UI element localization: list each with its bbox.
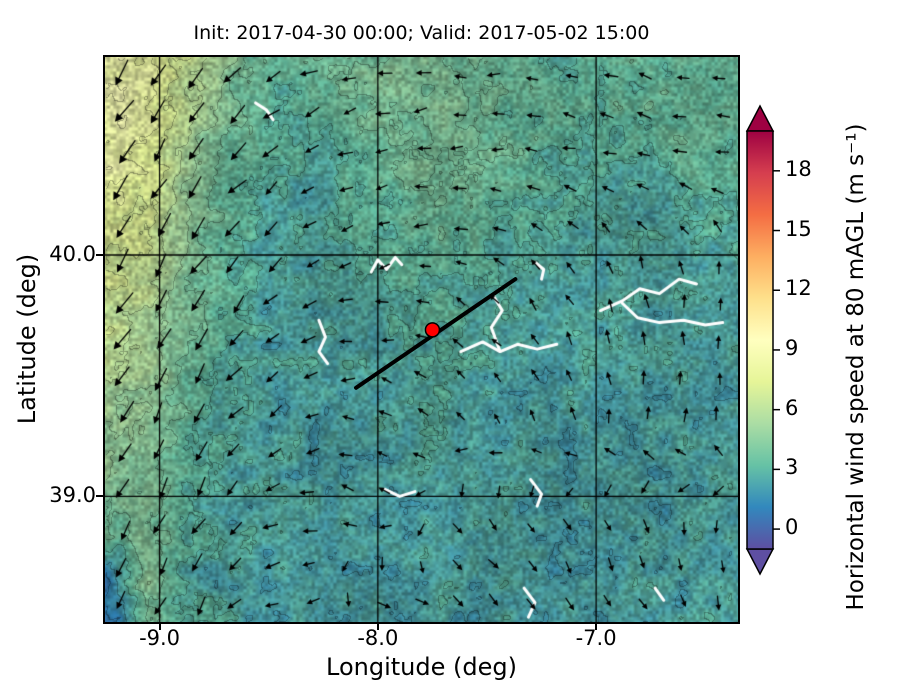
colorbar-tick-label: 18 [785,156,812,181]
colorbar-tick-label: 6 [785,395,799,420]
plot-title: Init: 2017-04-30 00:00; Valid: 2017-05-0… [193,22,650,44]
colorbar-label: Horizontal wind speed at 80 mAGL (m s⁻¹) [843,123,869,611]
colorbar-tick-label: 0 [785,515,799,540]
colorbar-tickmarks [773,170,780,530]
colorbar-tick-label: 3 [785,455,799,480]
x-tick-mark [158,624,161,630]
map-plot-area [103,55,740,624]
colorbar-tick-label: 12 [785,276,812,301]
y-tick-label: 40.0 [49,241,96,266]
colorbar-over-arrow [745,104,775,132]
x-tick-label: -8.0 [357,626,399,650]
x-tick-mark [376,624,379,630]
colorbar-gradient-body [746,130,774,550]
x-tick-mark [595,624,598,630]
y-tick-label: 39.0 [49,483,96,508]
y-tick-mark [96,495,103,498]
y-axis-label: Latitude (deg) [13,253,41,425]
colorbar-tick-label: 9 [785,335,799,360]
colorbar-tick-label: 15 [785,216,812,241]
x-tick-label: -7.0 [575,626,617,650]
colorbar [745,104,780,576]
wind-speed-map-canvas [105,57,738,622]
colorbar-under-arrow [745,548,775,576]
y-tick-mark [96,253,103,256]
x-axis-label: Longitude (deg) [326,653,517,681]
x-tick-label: -9.0 [139,626,181,650]
